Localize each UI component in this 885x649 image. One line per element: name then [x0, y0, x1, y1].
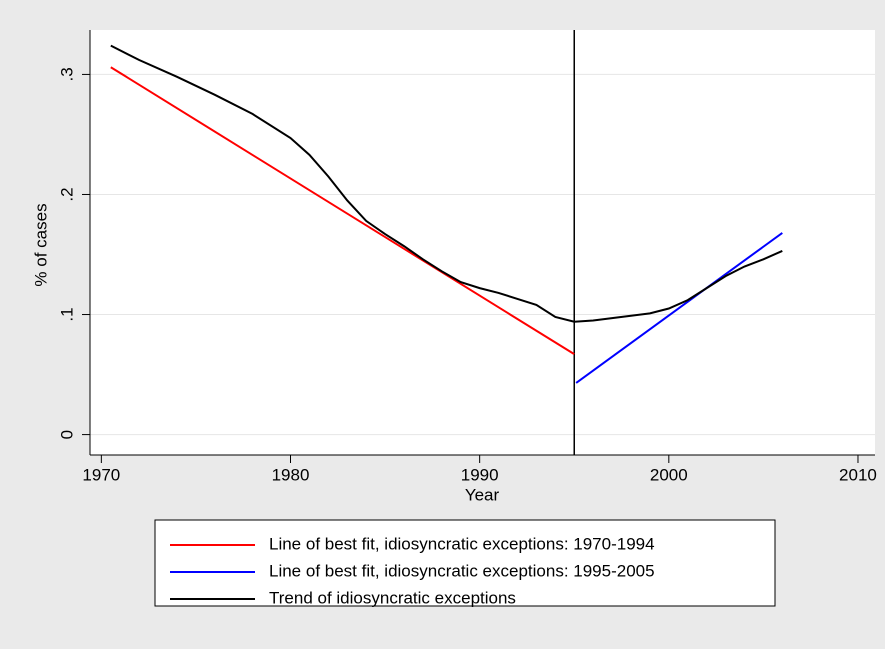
y-tick-label: .1 — [57, 307, 76, 321]
x-tick-label: 2010 — [839, 465, 877, 484]
y-tick-label: 0 — [57, 430, 76, 439]
y-axis-title: % of cases — [31, 203, 50, 286]
plot-area — [90, 30, 875, 455]
x-tick-label: 1970 — [82, 465, 120, 484]
legend-label: Line of best fit, idiosyncratic exceptio… — [269, 561, 655, 580]
x-tick-label: 1980 — [272, 465, 310, 484]
x-tick-label: 1990 — [461, 465, 499, 484]
legend-label: Trend of idiosyncratic exceptions — [269, 588, 516, 607]
series-line — [110, 66, 575, 356]
x-axis-title: Year — [465, 485, 500, 504]
legend-label: Line of best fit, idiosyncratic exceptio… — [269, 534, 655, 553]
legend — [154, 519, 776, 607]
y-tick-label: .2 — [57, 187, 76, 201]
y-tick-label: .3 — [57, 67, 76, 81]
series-line — [110, 44, 783, 323]
series-line — [575, 232, 783, 384]
x-tick-label: 2000 — [650, 465, 688, 484]
